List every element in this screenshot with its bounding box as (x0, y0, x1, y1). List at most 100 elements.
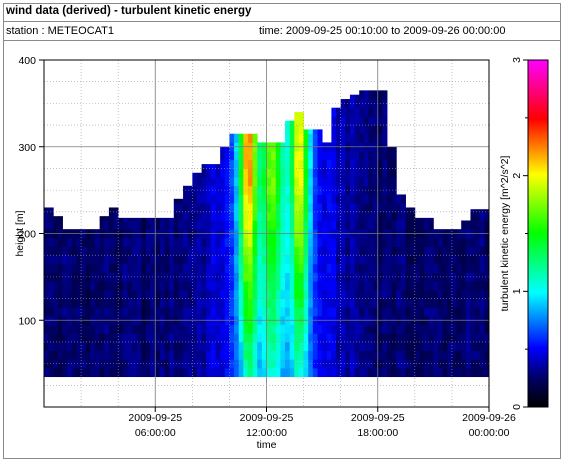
heatmap-cell (44, 272, 50, 282)
heatmap-cell (266, 255, 272, 265)
heatmap-cell (294, 341, 300, 352)
heatmap-cell (196, 263, 203, 273)
heatmap-cell (289, 211, 295, 221)
heatmap-cell (155, 237, 161, 247)
heatmap-cell (113, 281, 119, 291)
heatmap-cell (192, 263, 198, 273)
heatmap-cell (391, 146, 397, 152)
heatmap-cell (229, 194, 235, 204)
heatmap-cell (169, 217, 175, 221)
heatmap-cell (57, 350, 63, 360)
heatmap-cell (67, 350, 73, 360)
heatmap-cell (373, 151, 379, 161)
heatmap-cell (298, 185, 304, 195)
heatmap-cell (447, 298, 453, 308)
heatmap-cell (210, 237, 216, 247)
heatmap-cell (90, 281, 96, 291)
heatmap-cell (238, 272, 244, 282)
heatmap-cell (465, 350, 471, 360)
heatmap-cell (136, 350, 142, 360)
heatmap-cell (238, 298, 244, 308)
heatmap-cell (400, 220, 406, 230)
heatmap-cell (322, 289, 328, 299)
heatmap-cell (428, 220, 434, 230)
heatmap-cell (118, 359, 124, 369)
heatmap-cell (252, 307, 258, 317)
heatmap-cell (419, 237, 425, 247)
heatmap-cell (169, 298, 175, 308)
heatmap-cell (391, 220, 397, 230)
heatmap-cell (456, 359, 462, 369)
heatmap-cell (169, 220, 175, 230)
heatmap-cell (345, 116, 351, 126)
heatmap-cell (308, 350, 314, 360)
heatmap-cell (266, 281, 272, 291)
heatmap-cell (201, 289, 207, 299)
heatmap-cell (387, 255, 393, 265)
heatmap-cell (71, 263, 77, 273)
heatmap-cell (294, 333, 300, 343)
heatmap-cell (81, 367, 87, 378)
heatmap-cell (192, 289, 198, 299)
heatmap-cell (359, 99, 365, 109)
heatmap-cell (261, 307, 267, 317)
heatmap-cell (247, 237, 253, 247)
heatmap-cell (122, 324, 128, 334)
heatmap-cell (475, 246, 481, 256)
heatmap-cell (261, 350, 267, 360)
heatmap-cell (419, 350, 425, 360)
heatmap-cell (145, 220, 152, 230)
heatmap-cell (266, 350, 272, 360)
heatmap-cell (340, 367, 346, 378)
heatmap-cell (210, 185, 216, 195)
heatmap-cell (405, 220, 411, 230)
heatmap-cell (220, 237, 226, 247)
heatmap-cell (206, 359, 212, 369)
heatmap-cell (132, 298, 138, 308)
heatmap-cell (71, 255, 77, 265)
heatmap-cell (201, 281, 207, 291)
heatmap-cell (354, 237, 360, 247)
heatmap-cell (438, 367, 444, 378)
heatmap-cell (400, 263, 406, 273)
heatmap-cell (169, 237, 175, 247)
heatmap-cell (359, 272, 365, 282)
heatmap-cell (438, 255, 444, 265)
heatmap-cell (303, 263, 309, 273)
heatmap-cell (400, 333, 406, 343)
heatmap-cell (159, 341, 165, 352)
heatmap-cell (289, 120, 295, 126)
heatmap-cell (104, 350, 110, 360)
heatmap-cell (280, 211, 286, 221)
heatmap-cell (243, 341, 249, 352)
heatmap-cell (359, 203, 365, 213)
heatmap-cell (345, 133, 351, 143)
heatmap-cell (85, 237, 91, 247)
heatmap-cell (312, 159, 318, 169)
heatmap-cell (136, 281, 142, 291)
heatmap-cell (183, 203, 189, 213)
heatmap-cell (192, 324, 198, 334)
heatmap-cell (289, 133, 295, 143)
heatmap-cell (206, 164, 212, 169)
heatmap-cell (44, 207, 50, 213)
heatmap-cell (368, 151, 374, 161)
heatmap-cell (484, 211, 489, 221)
heatmap-cell (294, 203, 300, 213)
heatmap-cell (229, 263, 235, 273)
heatmap-cell (419, 307, 425, 317)
heatmap-cell (173, 263, 179, 273)
heatmap-cell (373, 185, 379, 195)
heatmap-cell (410, 359, 416, 369)
heatmap-cell (303, 185, 309, 195)
heatmap-cell (67, 341, 73, 352)
heatmap-cell (178, 198, 184, 204)
heatmap-cell (210, 281, 216, 291)
heatmap-cell (48, 289, 54, 299)
heatmap-cell (479, 324, 485, 334)
heatmap-cell (326, 289, 332, 299)
heatmap-cell (164, 350, 170, 360)
heatmap-cell (391, 168, 397, 178)
heatmap-cell (349, 107, 355, 117)
heatmap-cell (294, 289, 300, 299)
